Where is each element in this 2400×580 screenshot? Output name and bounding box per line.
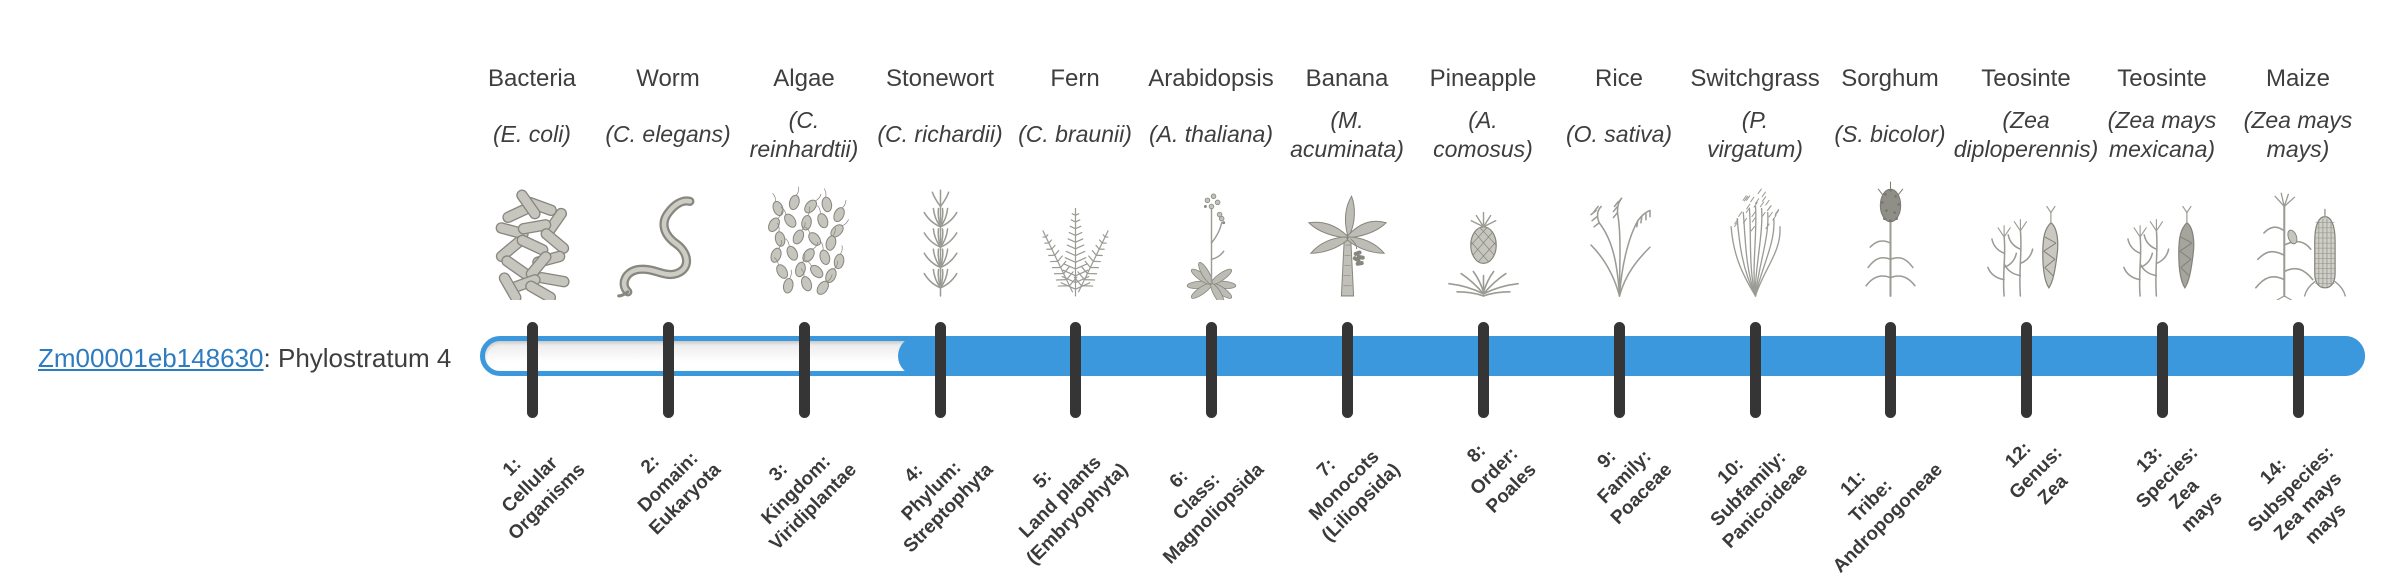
organism-scientific-name: (C. richardii) [877, 121, 1003, 148]
organism-scientific-name: (C. elegans) [605, 121, 731, 148]
phylostratum-tick [662, 322, 674, 418]
organism-column: Banana (M. acuminata) [1279, 0, 1415, 300]
fern-icon [1018, 178, 1133, 300]
phylostratum-tick [526, 322, 538, 418]
organism-common-name: Stonewort [885, 65, 995, 92]
organism-scientific-name: (S. bicolor) [1834, 121, 1946, 148]
phylostratum-label: 11: Tribe: Andropogoneae [1829, 459, 1948, 578]
phylostratum-tick [1749, 322, 1761, 418]
phylostratum-label: 4: Phylum: Streptophyta [897, 457, 998, 558]
organism-common-name: Maize [2265, 65, 2331, 92]
organism-column: Sorghum (S. bicolor) [1822, 0, 1958, 300]
organism-scientific-name: (E. coli) [493, 121, 571, 148]
organism-column: Bacteria (E. coli) [464, 0, 600, 300]
organism-column: Algae (C. reinhardtii) [736, 0, 872, 300]
organism-scientific-name: (Zea diploperennis) [1953, 106, 2099, 162]
maize-icon [2241, 178, 2356, 300]
organism-common-name: Rice [1594, 65, 1643, 92]
organism-column: Worm (C. elegans) [600, 0, 736, 300]
organism-common-name: Switchgrass [1690, 65, 1820, 92]
bacteria-icon [475, 178, 590, 300]
organism-common-name: Pineapple [1429, 65, 1537, 92]
switchgrass-icon [1698, 178, 1813, 300]
organism-common-name: Worm [636, 65, 700, 92]
organism-scientific-name: (P. virgatum) [1707, 106, 1803, 162]
banana-icon [1290, 178, 1405, 300]
phylostratum-label: 9: Family: Poaceae [1593, 445, 1677, 530]
phylostratum-label: 3: Kingdom: Viridiplantae [757, 451, 862, 555]
phylostratum-tick [934, 322, 946, 418]
organism-scientific-name: (C. braunii) [1018, 121, 1132, 148]
phylostratum-tick [1341, 322, 1353, 418]
rice-icon [1562, 178, 1677, 300]
organism-common-name: Teosinte [2117, 65, 2207, 92]
phylostratum-label: 12: Genus: Zea [2000, 438, 2072, 510]
pineapple-icon [1426, 178, 1541, 300]
phylostratum-tick [1613, 322, 1625, 418]
teosinte-mexicana-icon [2105, 178, 2220, 300]
organism-column: Switchgrass (P. virgatum) [1687, 0, 1823, 300]
organism-column: Teosinte (Zea mays mexicana) [2094, 0, 2230, 300]
phylostratum-tick [2020, 322, 2032, 418]
phylostratum-label: 2: Domain: Eukaryota [633, 447, 726, 540]
stonewort-icon [883, 178, 998, 300]
organism-scientific-name: (Zea mays mexicana) [2107, 106, 2217, 162]
organism-column: Arabidopsis (A. thaliana) [1143, 0, 1279, 300]
teosinte-diploperennis-icon [1969, 178, 2084, 300]
algae-icon [747, 178, 862, 300]
organism-common-name: Teosinte [1981, 65, 2071, 92]
organism-column: Rice (O. sativa) [1551, 0, 1687, 300]
worm-icon [611, 178, 726, 300]
gene-annotation: : Phylostratum 4 [263, 343, 452, 373]
organism-column: Maize (Zea mays mays) [2230, 0, 2366, 300]
phylostratum-label: 5: Land plants (Embryophyta) [1015, 451, 1133, 570]
organism-column: Teosinte (Zea diploperennis) [1954, 0, 2098, 300]
phylostratum-label: 10: Subfamily: Panicoideae [1706, 447, 1813, 553]
organism-scientific-name: (A. comosus) [1433, 106, 1533, 162]
organism-column: Fern (C. braunii) [1007, 0, 1143, 300]
phylostratum-label: 6: Class: Magnoliopsida [1159, 459, 1269, 569]
organism-common-name: Algae [773, 65, 835, 92]
arabidopsis-icon [1154, 178, 1269, 300]
phylostratum-tick [2156, 322, 2168, 418]
organism-common-name: Bacteria [487, 65, 577, 92]
gene-label: Zm00001eb148630: Phylostratum 4 [38, 338, 451, 378]
organism-common-name: Banana [1305, 65, 1389, 92]
organism-common-name: Arabidopsis [1148, 65, 1274, 92]
phylostratum-label: 13: Species: Zea mays [2131, 442, 2227, 537]
sorghum-icon [1833, 178, 1948, 300]
phylostratum-tick [1477, 322, 1489, 418]
phylostratum-tick [1069, 322, 1081, 418]
phylostratum-tick [1884, 322, 1896, 418]
organism-scientific-name: (O. sativa) [1565, 121, 1673, 148]
organism-column: Stonewort (C. richardii) [872, 0, 1008, 300]
organism-scientific-name: (C. reinhardtii) [749, 106, 859, 162]
gene-id-link[interactable]: Zm00001eb148630 [38, 343, 264, 373]
phylostratum-tick [1205, 322, 1217, 418]
phylostratum-label: 1: Cellular Organisms [497, 452, 590, 545]
phylostratum-bar-fill [898, 336, 2365, 376]
phylostratum-tick [798, 322, 810, 418]
phylostratum-label: 8: Order: Poales [1463, 440, 1541, 518]
phylostratum-label: 7: Monocots (Liliopsida) [1304, 446, 1405, 547]
organism-common-name: Fern [1050, 65, 1100, 92]
organism-scientific-name: (M. acuminata) [1290, 106, 1404, 162]
organism-common-name: Sorghum [1841, 65, 1939, 92]
phylostratum-tick [2292, 322, 2304, 418]
organism-column: Pineapple (A. comosus) [1415, 0, 1551, 300]
organism-scientific-name: (Zea mays mays) [2243, 106, 2353, 162]
organism-scientific-name: (A. thaliana) [1148, 121, 1273, 148]
phylostratum-label: 14: Subspecies: Zea mays mays [2244, 442, 2351, 549]
